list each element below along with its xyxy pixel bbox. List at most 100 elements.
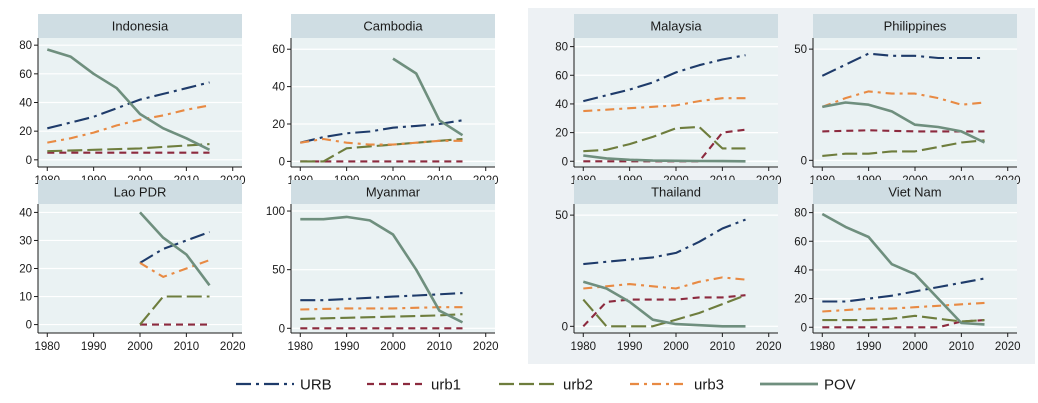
series-line-urb3 — [583, 97, 746, 113]
y-tick-label: 60 — [555, 70, 568, 82]
y-tick-label: 50 — [555, 210, 568, 222]
y-tick-label: 50 — [794, 44, 807, 56]
series-line-urb — [583, 218, 746, 266]
series-line-urb3 — [583, 276, 746, 290]
panel-title: Lao PDR — [114, 185, 167, 200]
panel-title: Indonesia — [112, 19, 169, 34]
x-tick-label: 2000 — [127, 341, 153, 353]
series-line-urb1 — [822, 129, 985, 133]
series-line-urb2 — [47, 143, 210, 153]
y-tick-label: 40 — [272, 82, 285, 94]
y-tick-label: 40 — [794, 265, 807, 277]
panels-layer: Indonesia02040608019801990200020102020Ca… — [19, 14, 1021, 353]
y-tick-label: 0 — [801, 155, 807, 167]
x-tick-label: 2020 — [220, 341, 246, 353]
y-tick-label: 40 — [555, 99, 568, 111]
legend-label: urb2 — [563, 377, 593, 394]
panel-title-band — [574, 180, 778, 204]
series-line-urb1 — [583, 128, 746, 163]
y-tick-label: 0 — [279, 323, 285, 335]
y-tick-label: 60 — [272, 44, 285, 56]
y-tick-label: 0 — [562, 156, 568, 168]
y-tick-label: 80 — [19, 40, 32, 52]
x-tick-label: 1980 — [287, 341, 313, 353]
y-tick-label: 50 — [272, 265, 285, 277]
x-tick-label: 1990 — [81, 341, 107, 353]
x-tick-label: 2000 — [663, 341, 689, 353]
x-tick-label: 1990 — [334, 341, 360, 353]
y-tick-label: 80 — [794, 208, 807, 220]
legend-label: POV — [824, 377, 856, 394]
plot-area — [574, 38, 778, 167]
panel-title: Thailand — [651, 185, 701, 200]
x-tick-label: 2020 — [995, 341, 1021, 353]
series-line-pov — [822, 101, 986, 144]
y-tick-label: 60 — [794, 236, 807, 248]
panel-thailand: Thailand 0 50 1980 1990 2000 2010 2020 — [555, 180, 782, 353]
y-tick-label: 60 — [19, 69, 32, 81]
series-line-urb2 — [822, 139, 985, 157]
x-tick-label: 2020 — [473, 341, 499, 353]
series-line-urb1 — [822, 319, 985, 329]
series-line-pov — [582, 280, 746, 328]
legend-item-urb3: urb3 — [630, 377, 724, 394]
y-tick-label: 0 — [26, 155, 32, 167]
panel-title: Philippines — [884, 19, 947, 34]
y-tick-label: 0 — [26, 320, 32, 332]
x-tick-label: 1990 — [856, 341, 882, 353]
x-tick-label: 1990 — [617, 341, 643, 353]
series-line-pov — [583, 154, 746, 163]
y-tick-label: 10 — [19, 292, 32, 304]
series-line-pov — [139, 211, 211, 287]
x-tick-label: 2000 — [380, 341, 406, 353]
series-line-urb — [47, 81, 210, 130]
x-tick-label: 2010 — [949, 341, 975, 353]
panel-title: Cambodia — [363, 19, 423, 34]
y-tick-label: 20 — [19, 126, 32, 138]
series-line-pov — [300, 215, 464, 324]
panel-indonesia: Indonesia02040608019801990200020102020 — [19, 14, 246, 187]
plot-area — [574, 204, 778, 333]
legend-item-urb2: urb2 — [499, 377, 593, 394]
panel-title: Malaysia — [650, 19, 702, 34]
y-tick-label: 20 — [555, 128, 568, 140]
y-tick-label: 20 — [272, 119, 285, 131]
panel-cambodia: Cambodia020406019801990200020102020 — [272, 14, 499, 187]
legend-item-urb1: urb1 — [367, 377, 461, 394]
x-tick-label: 2000 — [902, 341, 928, 353]
panel-title-band — [813, 180, 1017, 204]
panel-title-band — [291, 14, 495, 38]
y-tick-label: 100 — [266, 206, 285, 218]
panel-title-band — [813, 14, 1017, 38]
x-tick-label: 2010 — [174, 341, 200, 353]
plot-area — [813, 204, 1017, 333]
x-tick-label: 2020 — [756, 341, 782, 353]
y-tick-label: 0 — [279, 156, 285, 168]
series-line-urb3 — [300, 306, 463, 311]
plot-area — [291, 38, 495, 167]
y-tick-label: 40 — [19, 98, 32, 110]
series-line-pov — [46, 48, 211, 151]
panel-title: Viet Nam — [888, 185, 941, 200]
panel-lao-pdr: Lao PDR 0 10 20 30 40 1980 1990 2000 2010 2020 — [19, 180, 246, 353]
y-tick-label: 0 — [562, 321, 568, 333]
y-tick-label: 80 — [555, 42, 568, 54]
series-line-urb3 — [47, 104, 210, 144]
panel-myanmar: Myanmar 0 50 100 1980 1990 2000 2010 2020 — [266, 180, 499, 353]
legend-label: urb3 — [694, 377, 724, 394]
series-line-urb3 — [300, 137, 463, 146]
panel-philippines: Philippines05019801990200020102020 — [794, 14, 1021, 187]
legend-label: urb1 — [431, 377, 461, 394]
y-tick-label: 30 — [19, 235, 32, 247]
x-tick-label: 2010 — [427, 341, 453, 353]
series-line-pov — [821, 212, 985, 326]
panel-viet-nam: Viet Nam 0 20 40 60 80 1980 1990 2000 2010 2020 — [794, 180, 1021, 353]
plot-area — [291, 204, 495, 333]
x-tick-label: 1980 — [34, 341, 60, 353]
legend-item-pov: POV — [760, 377, 856, 394]
series-line-urb3 — [821, 90, 985, 108]
panel-title-band — [38, 14, 242, 38]
y-tick-label: 40 — [19, 207, 32, 219]
series-line-urb2 — [583, 125, 746, 153]
